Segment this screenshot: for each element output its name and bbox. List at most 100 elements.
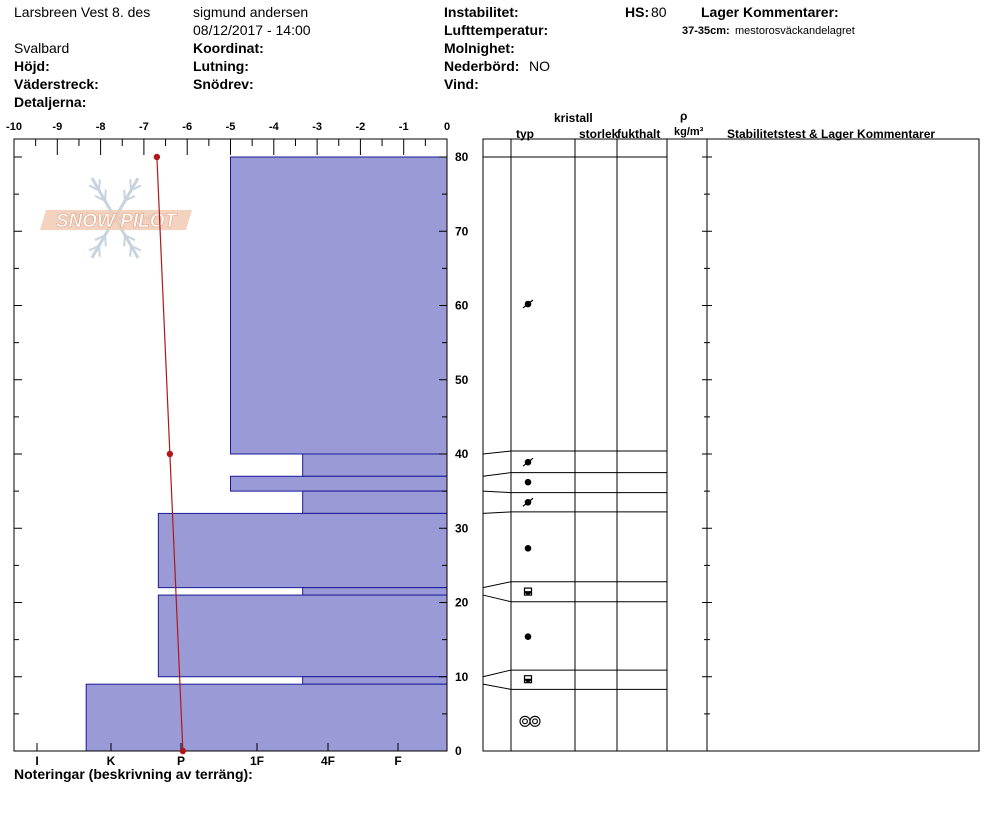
nederbord-value: NO — [529, 58, 550, 74]
mixed-grain-icon — [523, 675, 533, 684]
temp-tick-label: -9 — [52, 121, 62, 133]
molnighet-label: Molnighet: — [444, 40, 515, 56]
temp-tick-label: -7 — [139, 121, 149, 133]
koordinat-label: Koordinat: — [193, 40, 264, 56]
col-typ: typ — [516, 127, 534, 141]
hardness-tick-label: P — [177, 754, 185, 768]
hardness-tick-label: 1F — [250, 754, 264, 768]
decomposing-grain-icon — [522, 497, 534, 507]
observer: sigmund andersen — [193, 4, 309, 20]
hs-value: 80 — [651, 4, 667, 20]
snowflake-icon — [94, 195, 106, 202]
temp-tick-label: 0 — [444, 121, 450, 133]
mixed-grain-icon — [524, 678, 532, 683]
hardness-bar — [302, 453, 448, 477]
temperature-point — [166, 450, 174, 458]
hojd-label: Höjd: — [14, 58, 50, 74]
height-tick-label: 40 — [455, 447, 469, 461]
location: Larsbreen Vest 8. des — [14, 4, 151, 20]
temp-tick-label: -3 — [312, 121, 322, 133]
hardness-bar — [302, 490, 448, 514]
temp-tick-label: -2 — [356, 121, 366, 133]
height-tick-label: 60 — [455, 299, 469, 313]
hardness-bar — [157, 594, 448, 678]
snowflake-icon — [129, 179, 132, 191]
region: Svalbard — [14, 40, 70, 56]
vind-label: Vind: — [444, 76, 479, 92]
col-stability: Stabilitetstest & Lager Kommentarer — [727, 127, 936, 141]
lutning-label: Lutning: — [193, 58, 249, 74]
hardness-bar — [302, 587, 448, 596]
notes-label: Noteringar (beskrivning av terräng): — [14, 766, 253, 782]
rounded-grain-icon — [524, 478, 532, 486]
layer-boundary — [482, 450, 667, 455]
snowflake-icon — [88, 244, 100, 252]
snowflake-icon — [123, 235, 126, 247]
col-rho: ρ — [680, 109, 688, 123]
snowflake-icon — [94, 234, 106, 241]
col-density-unit: kg/m³ — [674, 126, 704, 138]
hardness-bar — [302, 676, 448, 685]
height-tick-label: 50 — [455, 373, 469, 387]
hs-label: HS: — [625, 4, 650, 20]
snowflake-icon — [124, 195, 136, 202]
hardness-tick-label: 4F — [321, 754, 335, 768]
instabilitet-label: Instabilitet: — [444, 4, 519, 20]
layer-boundary — [482, 594, 667, 603]
decomposing-grain-icon — [522, 457, 534, 467]
col-storlek: storlek — [579, 127, 619, 141]
snodrev-label: Snödrev: — [193, 76, 254, 92]
snowflake-icon — [130, 244, 142, 252]
layer-boundary — [482, 581, 667, 589]
snowflake-icon — [98, 245, 101, 257]
temperature-point — [179, 747, 187, 755]
temp-tick-label: -1 — [399, 121, 409, 133]
layer-boundary — [482, 511, 667, 514]
col-fukthalt: fukthalt — [617, 127, 661, 141]
layer-boundary — [482, 490, 667, 494]
hardness-bar — [230, 475, 448, 492]
temp-tick-label: -8 — [96, 121, 106, 133]
snowflake-icon — [88, 184, 100, 192]
melt-form-icon — [519, 715, 531, 727]
layer-boundary — [482, 472, 667, 477]
layer-table-frame — [482, 138, 980, 752]
snowflake-icon — [104, 235, 107, 247]
watermark-banner — [40, 210, 192, 230]
layer-comment-range: 37-35cm: — [682, 25, 730, 37]
mixed-grain-icon — [523, 587, 533, 596]
datetime: 08/12/2017 - 14:00 — [193, 22, 311, 38]
snowflake-icon — [104, 189, 107, 201]
detaljerna-label: Detaljerna: — [14, 94, 87, 110]
watermark-text: SNOW PILOT — [56, 211, 178, 232]
lager-kommentarer-label: Lager Kommentarer: — [701, 4, 839, 20]
hardness-tick-label: F — [394, 754, 401, 768]
height-tick-label: 20 — [455, 596, 469, 610]
col-kristall: kristall — [554, 111, 593, 125]
height-tick-label: 0 — [455, 744, 462, 758]
snowflake-icon — [124, 234, 136, 241]
height-tick-label: 10 — [455, 670, 469, 684]
mixed-grain-icon — [524, 591, 532, 595]
melt-form-icon — [522, 718, 528, 725]
height-tick-label: 70 — [455, 224, 469, 238]
snowflake-icon — [129, 245, 132, 257]
layer-boundary — [482, 683, 667, 690]
hardness-bar — [230, 156, 448, 455]
hardness-tick-label: K — [107, 754, 116, 768]
hardness-bar — [157, 512, 448, 589]
layer-comment-text: mestorosväckandelagret — [735, 25, 855, 37]
temp-tick-label: -6 — [182, 121, 192, 133]
snowflake-icon — [98, 179, 101, 191]
snowflake-icon — [123, 189, 126, 201]
decomposing-grain-icon — [522, 299, 534, 309]
temp-tick-label: -4 — [269, 121, 280, 133]
nederbord-label: Nederbörd: — [444, 58, 520, 74]
snowflake-icon — [130, 184, 142, 192]
rounded-grain-icon — [524, 633, 532, 640]
melt-form-icon — [529, 715, 541, 727]
temperature-point — [153, 153, 161, 161]
hardness-bar — [85, 683, 448, 752]
temp-tick-label: -10 — [6, 121, 22, 133]
